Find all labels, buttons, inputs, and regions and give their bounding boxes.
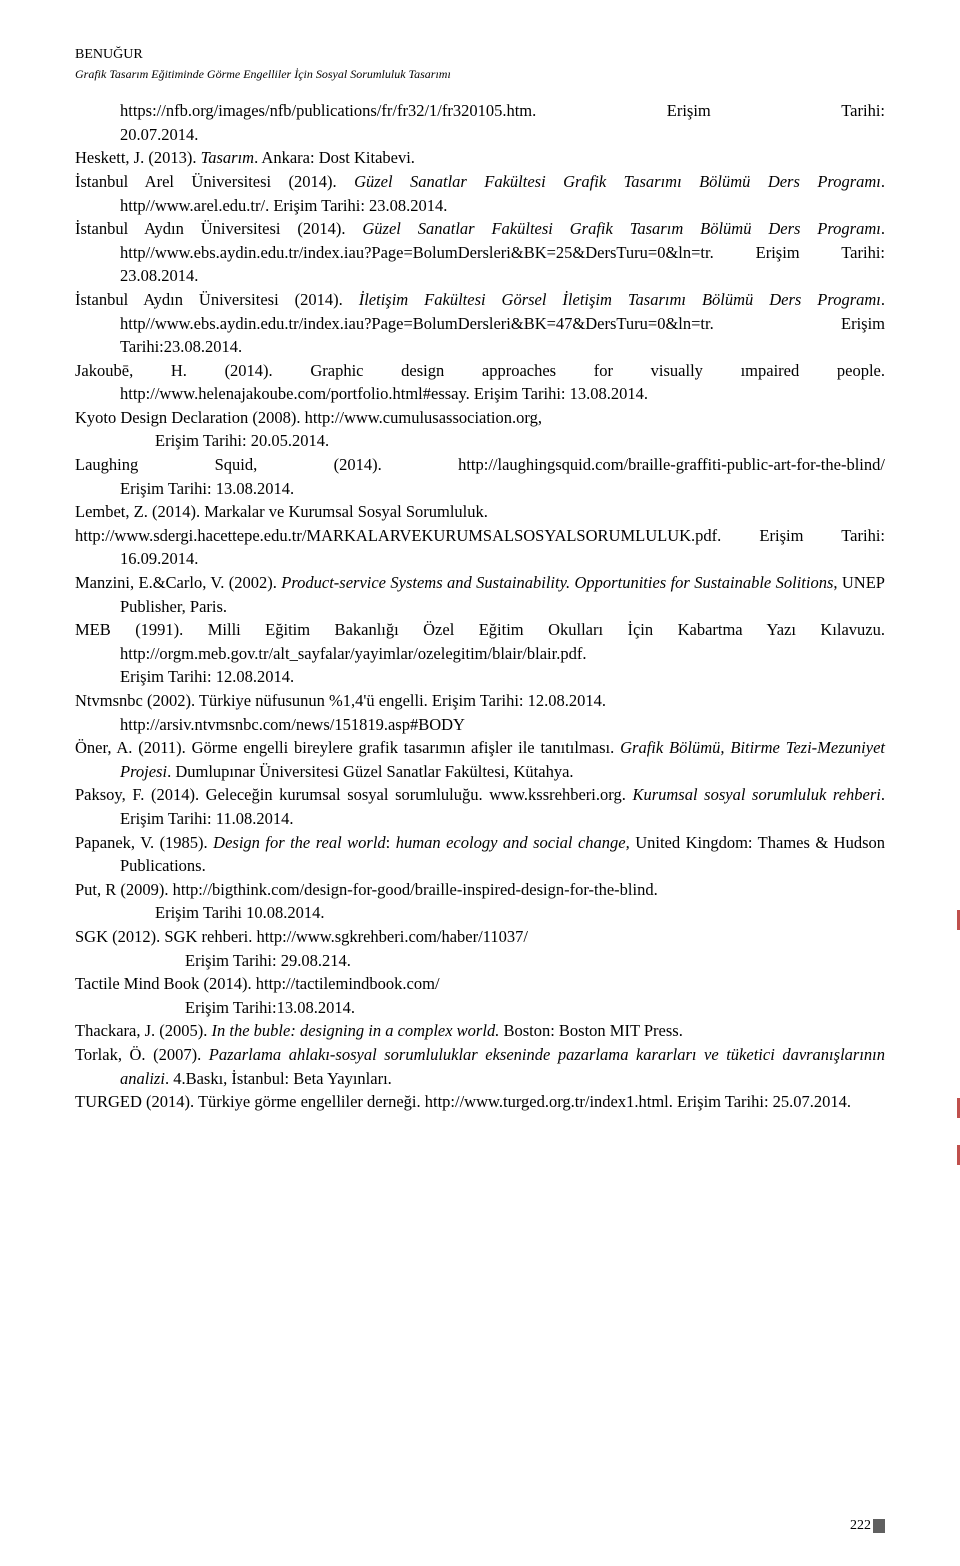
ref-title: Design for the real world — [213, 833, 386, 852]
ref-text: Paksoy, F. (2014). Geleceğin kurumsal so… — [75, 785, 632, 804]
page-header: BENUĞUR Grafik Tasarım Eğitiminde Görme … — [75, 45, 885, 83]
reference-subline: http://arsiv.ntvmsnbc.com/news/151819.as… — [75, 713, 885, 737]
paper-subtitle: Grafik Tasarım Eğitiminde Görme Engellil… — [75, 66, 885, 83]
ref-text: Tarihi: — [841, 99, 885, 123]
ref-text: İstanbul Aydın Üniversitesi (2014). — [75, 219, 362, 238]
ref-title: Güzel Sanatlar Fakültesi Grafik Tasarım … — [362, 219, 880, 238]
ref-text: https://nfb.org/images/nfb/publications/… — [120, 99, 536, 123]
reference-entry: https://nfb.org/images/nfb/publications/… — [75, 99, 885, 123]
reference-entry: Torlak, Ö. (2007). Pazarlama ahlakı-sosy… — [75, 1043, 885, 1090]
ref-text: . 4.Baskı, İstanbul: Beta Yayınları. — [165, 1069, 392, 1088]
ref-text: Manzini, E.&Carlo, V. (2002). — [75, 573, 281, 592]
ref-text: Boston: Boston MIT Press. — [499, 1021, 683, 1040]
reference-entry: Papanek, V. (1985). Design for the real … — [75, 831, 885, 878]
reference-subline: Erişim Tarihi 10.08.2014. — [75, 901, 885, 925]
ref-text: İstanbul Arel Üniversitesi (2014). — [75, 172, 354, 191]
ref-text: Öner, A. (2011). Görme engelli bireylere… — [75, 738, 620, 757]
reference-entry: SGK (2012). SGK rehberi. http://www.sgkr… — [75, 925, 885, 949]
reference-entry: İstanbul Arel Üniversitesi (2014). Güzel… — [75, 170, 885, 217]
ref-text: . Dumlupınar Üniversitesi Güzel Sanatlar… — [167, 762, 573, 781]
reference-entry: TURGED (2014). Türkiye görme engelliler … — [75, 1090, 885, 1114]
reference-entry: Lembet, Z. (2014). Markalar ve Kurumsal … — [75, 500, 885, 524]
ref-text: (2014). — [334, 453, 382, 477]
ref-text: Papanek, V. (1985). — [75, 833, 213, 852]
reference-entry: Paksoy, F. (2014). Geleceğin kurumsal so… — [75, 783, 885, 830]
reference-subline: Erişim Tarihi: 13.08.2014. — [75, 477, 885, 501]
page-number: 222 — [850, 1516, 885, 1536]
reference-entry: Tactile Mind Book (2014). http://tactile… — [75, 972, 885, 996]
ref-text: Heskett, J. (2013). — [75, 148, 201, 167]
reference-entry: Öner, A. (2011). Görme engelli bireylere… — [75, 736, 885, 783]
reference-subline: Erişim Tarihi:13.08.2014. — [75, 996, 885, 1020]
ref-text: http://laughingsquid.com/braille-graffit… — [458, 453, 885, 477]
ref-title: In the buble: designing in a complex wor… — [212, 1021, 500, 1040]
ref-title: Kurumsal sosyal sorumluluk rehberi — [632, 785, 880, 804]
ref-text: Torlak, Ö. (2007). — [75, 1045, 209, 1064]
reference-entry: Heskett, J. (2013). Tasarım. Ankara: Dos… — [75, 146, 885, 170]
reference-entry: Ntvmsnbc (2002). Türkiye nüfusunun %1,4'… — [75, 689, 885, 713]
reference-subline: Erişim Tarihi: 12.08.2014. — [75, 665, 885, 689]
reference-entry: Kyoto Design Declaration (2008). http://… — [75, 406, 885, 430]
ref-title: Tasarım — [201, 148, 255, 167]
reference-entry: İstanbul Aydın Üniversitesi (2014). İlet… — [75, 288, 885, 359]
reference-subline: 20.07.2014. — [75, 123, 885, 147]
ref-text: İstanbul Aydın Üniversitesi (2014). — [75, 290, 359, 309]
reference-subline: Erişim Tarihi: 29.08.214. — [75, 949, 885, 973]
ref-title: Güzel Sanatlar Fakültesi Grafik Tasarımı… — [354, 172, 881, 191]
ref-title: Product-service Systems and Sustainabili… — [281, 573, 833, 592]
reference-subline: Erişim Tarihi: 20.05.2014. — [75, 429, 885, 453]
ref-title: human ecology and social change, — [396, 833, 630, 852]
ref-title: İletişim Fakültesi Görsel İletişim Tasar… — [359, 290, 881, 309]
ref-text: Erişim — [667, 99, 711, 123]
reference-entry: http://www.sdergi.hacettepe.edu.tr/MARKA… — [75, 524, 885, 571]
ref-text: Squid, — [215, 453, 258, 477]
reference-entry: Manzini, E.&Carlo, V. (2002). Product-se… — [75, 571, 885, 618]
ref-text: : — [386, 833, 396, 852]
ref-text: Thackara, J. (2005). — [75, 1021, 212, 1040]
author-name: BENUĞUR — [75, 45, 885, 65]
reference-entry: Thackara, J. (2005). In the buble: desig… — [75, 1019, 885, 1043]
reference-entry: Jakoubē, H. (2014). Graphic design appro… — [75, 359, 885, 406]
reference-entry: Laughing Squid, (2014). http://laughings… — [75, 453, 885, 477]
references-list: https://nfb.org/images/nfb/publications/… — [75, 99, 885, 1114]
ref-text: Laughing — [75, 453, 138, 477]
page-number-text: 222 — [850, 1518, 871, 1533]
reference-entry: Put, R (2009). http://bigthink.com/desig… — [75, 878, 885, 902]
page-marker-icon — [873, 1519, 885, 1533]
ref-text: . Ankara: Dost Kitabevi. — [254, 148, 415, 167]
reference-entry: MEB (1991). Milli Eğitim Bakanlığı Özel … — [75, 618, 885, 665]
reference-entry: İstanbul Aydın Üniversitesi (2014). Güze… — [75, 217, 885, 288]
